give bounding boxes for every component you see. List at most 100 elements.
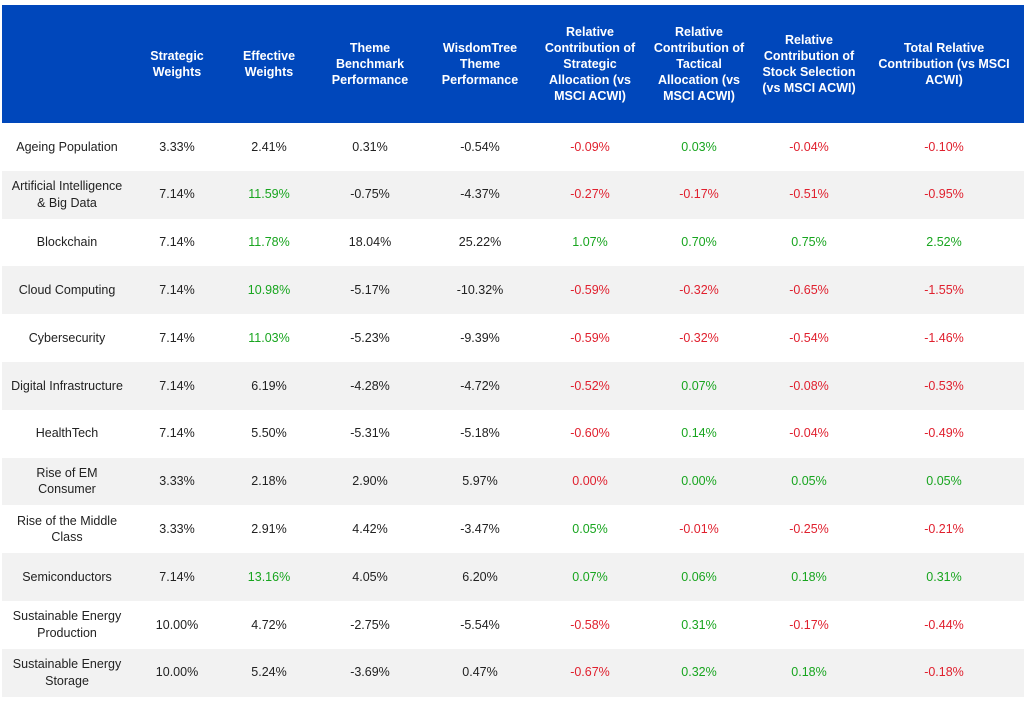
header-strategic-weights: Strategic Weights xyxy=(132,5,222,123)
cell-strategic-allocation: 0.07% xyxy=(536,553,644,601)
cell-stock-selection: -0.04% xyxy=(754,409,864,458)
cell-effective-weight: 11.03% xyxy=(222,314,316,362)
cell-tactical-allocation: 0.03% xyxy=(644,123,754,171)
cell-stock-selection: -0.25% xyxy=(754,505,864,554)
table-row: Cybersecurity 7.14% 11.03% -5.23% -9.39% -0.5… xyxy=(2,314,1024,362)
cell-theme-name: Artificial Intelligence & Big Data xyxy=(2,170,132,219)
cell-effective-weight: 13.16% xyxy=(222,553,316,601)
cell-tactical-allocation: -0.17% xyxy=(644,170,754,219)
cell-tactical-allocation: 0.06% xyxy=(644,553,754,601)
cell-benchmark-performance: -2.75% xyxy=(316,600,424,649)
cell-theme-name: Cloud Computing xyxy=(2,266,132,315)
header-strategic-allocation: Relative Contribution of Strategic Alloc… xyxy=(536,5,644,123)
table-row: Blockchain 7.14% 11.78% 18.04% 25.22% 1.07% 0.… xyxy=(2,218,1024,267)
cell-total-contribution: -0.10% xyxy=(864,123,1024,171)
cell-wisdomtree-performance: -5.18% xyxy=(424,409,536,458)
cell-tactical-allocation: 0.07% xyxy=(644,361,754,410)
cell-strategic-weight: 10.00% xyxy=(132,600,222,649)
cell-effective-weight: 6.19% xyxy=(222,361,316,410)
header-theme xyxy=(2,5,132,123)
cell-wisdomtree-performance: -9.39% xyxy=(424,314,536,362)
cell-total-contribution: -0.49% xyxy=(864,409,1024,458)
cell-stock-selection: -0.51% xyxy=(754,170,864,219)
cell-theme-name: Sustainable Energy Production xyxy=(2,600,132,649)
header-row: Strategic Weights Effective Weights Them… xyxy=(2,5,1024,123)
cell-effective-weight: 4.72% xyxy=(222,600,316,649)
cell-strategic-allocation: 1.07% xyxy=(536,218,644,267)
cell-wisdomtree-performance: 0.47% xyxy=(424,648,536,697)
cell-benchmark-performance: -5.17% xyxy=(316,266,424,315)
cell-benchmark-performance: -5.31% xyxy=(316,409,424,458)
table-body: Ageing Population 3.33% 2.41% 0.31% -0.54% -0… xyxy=(2,123,1024,697)
cell-effective-weight: 11.78% xyxy=(222,218,316,267)
cell-effective-weight: 5.24% xyxy=(222,648,316,697)
cell-strategic-weight: 3.33% xyxy=(132,505,222,554)
cell-tactical-allocation: 0.70% xyxy=(644,218,754,267)
cell-theme-name: Ageing Population xyxy=(2,123,132,171)
table-row: Artificial Intelligence & Big Data 7.14% 1… xyxy=(2,170,1024,219)
cell-benchmark-performance: 18.04% xyxy=(316,218,424,267)
cell-tactical-allocation: 0.32% xyxy=(644,648,754,697)
header-total-relative-contribution: Total Relative Contribution (vs MSCI ACW… xyxy=(864,5,1024,123)
cell-theme-name: Blockchain xyxy=(2,218,132,267)
header-wisdomtree-theme-performance: WisdomTree Theme Performance xyxy=(424,5,536,123)
cell-benchmark-performance: -4.28% xyxy=(316,361,424,410)
cell-effective-weight: 5.50% xyxy=(222,409,316,458)
cell-strategic-allocation: 0.05% xyxy=(536,505,644,554)
cell-stock-selection: 0.18% xyxy=(754,648,864,697)
cell-strategic-allocation: -0.58% xyxy=(536,600,644,649)
cell-tactical-allocation: 0.14% xyxy=(644,409,754,458)
table-row: Sustainable Energy Storage 10.00% 5.24% -3.… xyxy=(2,648,1024,697)
performance-table: Strategic Weights Effective Weights Them… xyxy=(2,5,1024,697)
cell-strategic-weight: 7.14% xyxy=(132,314,222,362)
cell-wisdomtree-performance: 25.22% xyxy=(424,218,536,267)
cell-wisdomtree-performance: -4.72% xyxy=(424,361,536,410)
cell-tactical-allocation: -0.01% xyxy=(644,505,754,554)
cell-total-contribution: -0.18% xyxy=(864,648,1024,697)
cell-benchmark-performance: 2.90% xyxy=(316,457,424,506)
table-row: HealthTech 7.14% 5.50% -5.31% -5.18% -0.60% 0.… xyxy=(2,409,1024,458)
cell-total-contribution: -1.55% xyxy=(864,266,1024,315)
cell-total-contribution: -0.21% xyxy=(864,505,1024,554)
cell-stock-selection: 0.18% xyxy=(754,553,864,601)
cell-benchmark-performance: 4.05% xyxy=(316,553,424,601)
cell-wisdomtree-performance: -5.54% xyxy=(424,600,536,649)
cell-benchmark-performance: -5.23% xyxy=(316,314,424,362)
cell-benchmark-performance: 4.42% xyxy=(316,505,424,554)
cell-wisdomtree-performance: -0.54% xyxy=(424,123,536,171)
cell-total-contribution: -0.53% xyxy=(864,361,1024,410)
cell-strategic-weight: 7.14% xyxy=(132,409,222,458)
table-row: Rise of EM Consumer 3.33% 2.18% 2.90% 5.97% 0… xyxy=(2,457,1024,506)
cell-theme-name: Rise of the Middle Class xyxy=(2,505,132,554)
cell-benchmark-performance: 0.31% xyxy=(316,123,424,171)
cell-wisdomtree-performance: -4.37% xyxy=(424,170,536,219)
table-row: Ageing Population 3.33% 2.41% 0.31% -0.54% -0… xyxy=(2,123,1024,171)
cell-stock-selection: -0.17% xyxy=(754,600,864,649)
cell-total-contribution: 2.52% xyxy=(864,218,1024,267)
cell-theme-name: Sustainable Energy Storage xyxy=(2,648,132,697)
cell-effective-weight: 11.59% xyxy=(222,170,316,219)
cell-wisdomtree-performance: -3.47% xyxy=(424,505,536,554)
cell-stock-selection: -0.04% xyxy=(754,123,864,171)
cell-tactical-allocation: -0.32% xyxy=(644,314,754,362)
header-effective-weights: Effective Weights xyxy=(222,5,316,123)
cell-stock-selection: -0.54% xyxy=(754,314,864,362)
cell-strategic-weight: 10.00% xyxy=(132,648,222,697)
cell-theme-name: Rise of EM Consumer xyxy=(2,457,132,506)
cell-strategic-weight: 7.14% xyxy=(132,361,222,410)
cell-effective-weight: 2.18% xyxy=(222,457,316,506)
cell-effective-weight: 2.41% xyxy=(222,123,316,171)
cell-effective-weight: 2.91% xyxy=(222,505,316,554)
cell-tactical-allocation: 0.31% xyxy=(644,600,754,649)
cell-benchmark-performance: -0.75% xyxy=(316,170,424,219)
cell-strategic-weight: 7.14% xyxy=(132,170,222,219)
cell-total-contribution: -0.44% xyxy=(864,600,1024,649)
table-row: Cloud Computing 7.14% 10.98% -5.17% -10.32% -… xyxy=(2,266,1024,315)
cell-theme-name: HealthTech xyxy=(2,409,132,458)
cell-total-contribution: -0.95% xyxy=(864,170,1024,219)
cell-strategic-allocation: -0.27% xyxy=(536,170,644,219)
cell-strategic-allocation: -0.59% xyxy=(536,314,644,362)
cell-stock-selection: 0.05% xyxy=(754,457,864,506)
cell-strategic-weight: 7.14% xyxy=(132,266,222,315)
